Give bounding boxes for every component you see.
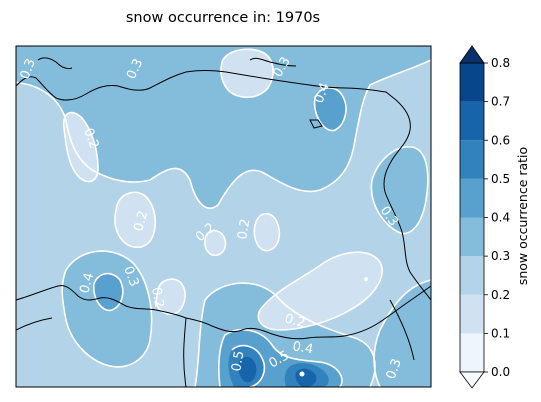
colorbar-tick-label: 0.1 <box>491 326 510 340</box>
colorbar-extend-max <box>459 45 485 64</box>
colorbar-tick-label: 0.4 <box>491 211 510 225</box>
colorbar-cell <box>460 63 484 102</box>
contour-label: 0.4 <box>291 339 314 357</box>
colorbar-cell <box>460 333 484 372</box>
colorbar-cell <box>460 101 484 141</box>
contour-label: 0.2 <box>131 209 151 233</box>
fill-0.3-0.4-east <box>371 146 428 234</box>
fill-0.1-0.2-center-east <box>254 213 280 251</box>
contour-label: 0.2 <box>80 126 101 151</box>
map-panel: 0.3 0.3 0.4 0.2 0.2 0.2 0.2 0.3 0.4 0.3 … <box>15 45 432 388</box>
colorbar-tick-label: 0.5 <box>491 172 510 186</box>
contour-label: 0.3 <box>18 57 39 82</box>
contour-label: 0.3 <box>120 264 141 289</box>
peak-marker <box>299 371 305 377</box>
map-frame <box>15 45 432 388</box>
fill-0.1-0.2-north <box>220 49 274 98</box>
fill-0.1-0.2-southeast <box>258 252 383 330</box>
colorbar-tick-label: 0.8 <box>491 56 510 70</box>
colorbar-cell <box>460 178 484 218</box>
colorbar-cell <box>460 140 484 179</box>
fill-0.4-0.5-southwest <box>93 273 123 311</box>
fill-0.4-0.5-northeast <box>314 87 346 131</box>
colorbar-ticks: 0.0 0.1 0.2 0.3 0.4 0.5 0.6 0.7 0.8 <box>484 56 510 379</box>
colorbar-cell <box>460 256 484 295</box>
contour-label: 0.2 <box>148 286 166 309</box>
fill-0.3-0.4-southeast <box>374 280 431 387</box>
colorbar-cells <box>459 62 485 373</box>
colorbar: 0.0 0.1 0.2 0.3 0.4 0.5 0.6 0.7 0.8 snow occurre… <box>459 45 530 389</box>
contour-label: 0.2 <box>235 218 253 241</box>
contour-label: 0.4 <box>312 81 333 106</box>
contour-label: 0.4 <box>77 271 97 295</box>
fill-0.1-0.2-west <box>114 192 156 248</box>
contour-label: 0.5 <box>229 350 247 373</box>
fill-0.6-0.7-south <box>238 356 257 383</box>
map-title: snow occurrence in: 1970s <box>126 10 320 26</box>
colorbar-tick-label: 0.2 <box>491 288 510 302</box>
colorbar-tick-label: 0.3 <box>491 249 510 263</box>
low-marker <box>364 277 368 281</box>
fill-0.1-0.2-center <box>204 230 226 256</box>
contour-label: 0.3 <box>384 357 405 382</box>
colorbar-extend-min <box>459 371 485 389</box>
colorbar-tick-label: 0.6 <box>491 133 510 147</box>
fill-0.1-0.2-south <box>156 279 186 315</box>
colorbar-tick-label: 0.7 <box>491 95 510 109</box>
contour-label: 0.2 <box>283 311 307 331</box>
colorbar-cell <box>460 217 484 257</box>
colorbar-label: snow occurrence ratio <box>515 147 530 285</box>
colorbar-cell <box>460 294 484 334</box>
colorbar-tick-label: 0.0 <box>491 365 510 379</box>
country-borders <box>16 57 431 387</box>
